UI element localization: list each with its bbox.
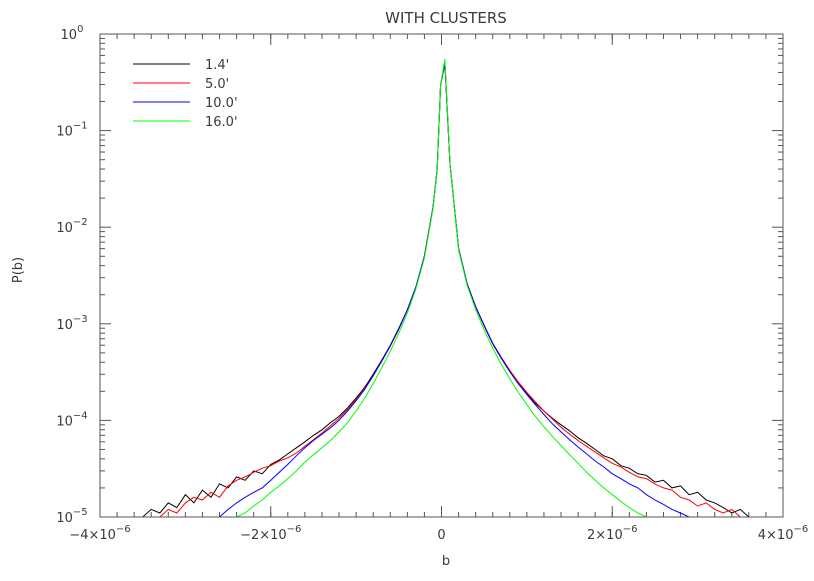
- x-tick-label: −4×10−6: [69, 524, 130, 543]
- x-tick-label-mantissa: 4×10: [758, 528, 794, 543]
- x-tick-label-mantissa: −4×10: [69, 528, 116, 543]
- legend-label-3: 16.0': [205, 115, 238, 130]
- legend-label-1: 5.0': [205, 77, 229, 92]
- x-tick-label: −2×10−6: [240, 524, 301, 543]
- series-line-2: [219, 63, 690, 517]
- legend-label-0: 1.4': [205, 58, 229, 73]
- x-tick-label: 2×10−6: [587, 524, 637, 543]
- x-axis-ticks: −4×10−6 −2×10−6 0 2×10−6 4×10−6: [69, 34, 808, 543]
- chart-title: WITH CLUSTERS: [385, 9, 507, 27]
- y-tick-label-mantissa: 10: [56, 125, 73, 140]
- series-line-0: [142, 63, 750, 517]
- y-tick-label-exponent: −2: [73, 217, 88, 228]
- y-tick-label-exponent: −3: [73, 314, 88, 325]
- x-axis-label: b: [442, 554, 450, 569]
- y-tick-label-mantissa: 10: [56, 221, 73, 236]
- y-tick-label: 10−5: [56, 507, 87, 526]
- plot-frame: [99, 33, 784, 518]
- y-tick-label-mantissa: 10: [56, 511, 73, 526]
- y-tick-label: 10−3: [56, 314, 87, 333]
- y-tick-label: 10−2: [56, 217, 87, 236]
- y-tick-label-mantissa: 10: [56, 318, 73, 333]
- y-tick-label-mantissa: 10: [56, 414, 73, 429]
- y-tick-label: 100: [61, 24, 84, 43]
- series-line-3: [236, 59, 647, 517]
- y-tick-label-mantissa: 10: [61, 28, 78, 43]
- y-tick-label-exponent: −4: [73, 410, 88, 421]
- y-tick-label-exponent: −5: [73, 507, 88, 518]
- series-line-1: [159, 63, 741, 517]
- x-tick-label-mantissa: −2×10: [240, 528, 287, 543]
- legend: 1.4' 5.0' 10.0' 16.0': [133, 58, 238, 130]
- x-tick-label: 0: [437, 528, 445, 543]
- x-tick-label-mantissa: 0: [437, 528, 445, 543]
- y-tick-label: 10−4: [56, 410, 87, 429]
- legend-label-2: 10.0': [205, 96, 238, 111]
- x-tick-label-exponent: −6: [793, 524, 808, 535]
- x-tick-label-mantissa: 2×10: [587, 528, 623, 543]
- x-tick-label-exponent: −6: [116, 524, 131, 535]
- series-lines: [142, 59, 750, 517]
- y-tick-label-exponent: 0: [77, 24, 83, 35]
- x-tick-label: 4×10−6: [758, 524, 808, 543]
- y-tick-label-exponent: −1: [73, 121, 88, 132]
- y-axis-label: P(b): [11, 257, 26, 283]
- x-tick-label-exponent: −6: [623, 524, 638, 535]
- y-tick-label: 10−1: [56, 121, 87, 140]
- x-tick-label-exponent: −6: [287, 524, 302, 535]
